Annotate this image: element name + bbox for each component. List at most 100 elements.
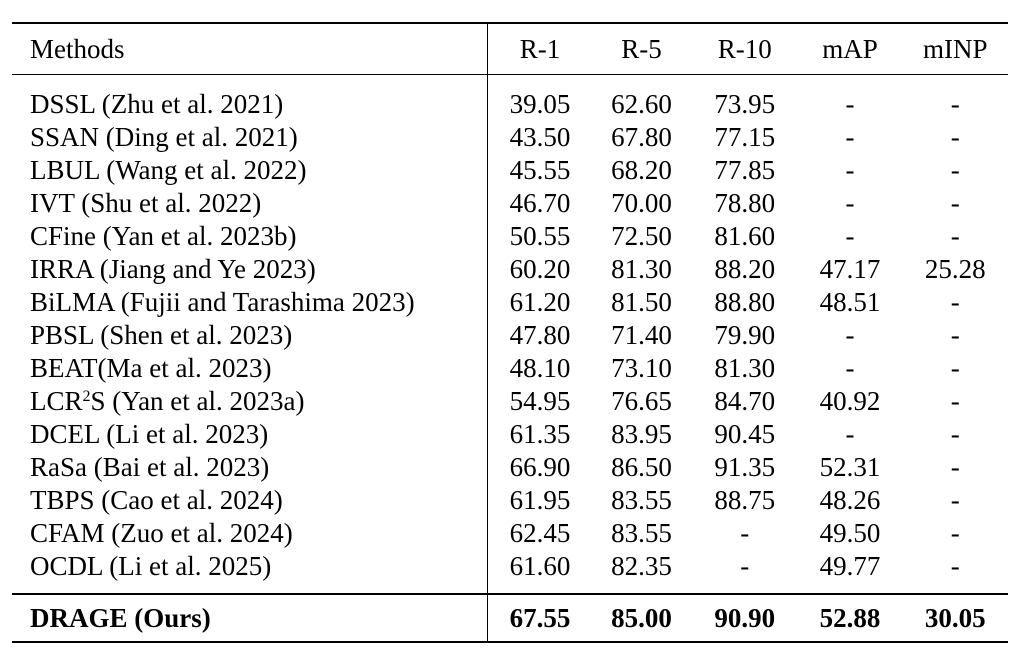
r5-cell: 83.55	[611, 518, 672, 548]
table-row: IRRA (Jiang and Ye 2023) 60.20 81.30 88.20 4…	[12, 253, 1008, 286]
r1-cell: 61.95	[509, 485, 571, 515]
minp-cell: 25.28	[924, 254, 986, 284]
ours-method: DRAGE (Ours)	[12, 593, 488, 643]
method-cell: OCDL (Li et al. 2025)	[30, 551, 272, 581]
map-cell: -	[845, 188, 855, 218]
column-separator	[487, 352, 490, 385]
map-cell: -	[845, 122, 855, 152]
r10-cell: 73.95	[714, 89, 776, 119]
column-separator	[487, 418, 490, 451]
map-cell: 49.50	[819, 518, 881, 548]
r10-cell: -	[740, 551, 750, 581]
r5-cell: 73.10	[611, 353, 672, 383]
column-separator	[487, 154, 490, 187]
r10-cell: 79.90	[714, 320, 776, 350]
r1-cell: 61.35	[509, 419, 571, 449]
method-suffix: S (Yan et al. 2023a)	[90, 386, 305, 416]
column-separator	[487, 517, 490, 550]
column-separator	[487, 74, 490, 121]
method-cell: IVT (Shu et al. 2022)	[30, 188, 262, 218]
header-r1: R-1	[489, 22, 591, 75]
column-separator	[487, 121, 490, 154]
ours-r1: 67.55	[489, 593, 591, 643]
minp-cell: -	[950, 452, 960, 482]
column-separator	[487, 385, 490, 418]
r10-cell: 81.60	[714, 221, 776, 251]
results-table: Methods R-1 R-5 R-10 mAP mINP DSSL (Zhu …	[12, 22, 1008, 643]
r1-cell: 62.45	[509, 518, 571, 548]
r5-cell: 71.40	[611, 320, 672, 350]
r5-cell: 83.55	[611, 485, 672, 515]
table-row: TBPS (Cao et al. 2024) 61.95 83.55 88.75 48.…	[12, 484, 1008, 517]
map-cell: -	[845, 155, 855, 185]
method-cell: LBUL (Wang et al. 2022)	[30, 155, 307, 185]
minp-cell: -	[950, 89, 960, 119]
map-cell: 47.17	[819, 254, 881, 284]
method-cell: PBSL (Shen et al. 2023)	[30, 320, 293, 350]
table-row: LCR2S (Yan et al. 2023a) 54.95 76.65 84.70 4…	[12, 385, 1008, 418]
r10-cell: 88.80	[714, 287, 776, 317]
r1-cell: 45.55	[509, 155, 571, 185]
column-separator	[487, 22, 490, 75]
r1-cell: 50.55	[509, 221, 571, 251]
minp-cell: -	[950, 353, 960, 383]
table-body: DSSL (Zhu et al. 2021) 39.05 62.60 73.95- - S…	[12, 74, 1008, 594]
r1-cell: 60.20	[509, 254, 571, 284]
r1-cell: 47.80	[509, 320, 571, 350]
method-cell: SSAN (Ding et al. 2021)	[30, 122, 298, 152]
table-row: CFAM (Zuo et al. 2024) 62.45 83.55 - 49.50 -	[12, 517, 1008, 550]
table-row: RaSa (Bai et al. 2023) 66.90 86.50 91.35 52.…	[12, 451, 1008, 484]
method-cell: IRRA (Jiang and Ye 2023)	[30, 254, 316, 284]
map-cell: 48.51	[819, 287, 881, 317]
method-cell: LCR2S (Yan et al. 2023a)	[12, 385, 488, 418]
r10-cell: 77.15	[714, 122, 776, 152]
method-cell: DSSL (Zhu et al. 2021)	[30, 89, 284, 119]
r1-cell: 61.20	[509, 287, 571, 317]
r5-cell: 86.50	[611, 452, 672, 482]
table-row: IVT (Shu et al. 2022) 46.70 70.00 78.80 - -	[12, 187, 1008, 220]
r10-cell: 81.30	[714, 353, 776, 383]
header-methods: Methods	[12, 22, 488, 75]
table-row: LBUL (Wang et al. 2022) 45.55 68.20 77.85 - -	[12, 154, 1008, 187]
map-cell: -	[845, 353, 855, 383]
map-cell: 48.26	[819, 485, 881, 515]
table-row: DCEL (Li et al. 2023) 61.35 83.95 90.45 - -	[12, 418, 1008, 451]
minp-cell: -	[950, 122, 960, 152]
column-separator	[487, 451, 490, 484]
r10-cell: 91.35	[714, 452, 776, 482]
column-separator	[487, 319, 490, 352]
map-cell: 40.92	[819, 386, 881, 416]
minp-cell: -	[950, 320, 960, 350]
ours-r5: 85.00	[590, 593, 693, 643]
map-cell: -	[845, 320, 855, 350]
method-superscript: 2	[82, 388, 91, 405]
minp-cell: -	[950, 188, 960, 218]
column-separator	[487, 484, 490, 517]
method-cell: CFAM (Zuo et al. 2024)	[30, 518, 293, 548]
r1-cell: 48.10	[509, 353, 571, 383]
header-map: mAP	[797, 22, 903, 75]
r10-cell: 84.70	[714, 386, 776, 416]
r10-cell: 78.80	[714, 188, 776, 218]
ours-map: 52.88	[797, 593, 903, 643]
map-cell: -	[845, 221, 855, 251]
ours-row: DRAGE (Ours) 67.55 85.00 90.90 52.88 30.…	[12, 593, 1008, 643]
r1-cell: 54.95	[509, 386, 571, 416]
map-cell: -	[845, 89, 855, 119]
r1-cell: 43.50	[509, 122, 571, 152]
r5-cell: 82.35	[611, 551, 672, 581]
map-cell: -	[845, 419, 855, 449]
minp-cell: -	[950, 551, 960, 581]
minp-cell: -	[950, 386, 960, 416]
r5-cell: 83.95	[611, 419, 672, 449]
r5-cell: 62.60	[611, 89, 672, 119]
table-row: BiLMA (Fujii and Tarashima 2023) 61.20 81.…	[12, 286, 1008, 319]
r10-cell: -	[740, 518, 750, 548]
r10-cell: 77.85	[714, 155, 776, 185]
r10-cell: 88.20	[714, 254, 776, 284]
column-separator	[487, 593, 490, 643]
r5-cell: 76.65	[611, 386, 672, 416]
method-cell: TBPS (Cao et al. 2024)	[30, 485, 283, 515]
header-r5: R-5	[590, 22, 693, 75]
minp-cell: -	[950, 221, 960, 251]
